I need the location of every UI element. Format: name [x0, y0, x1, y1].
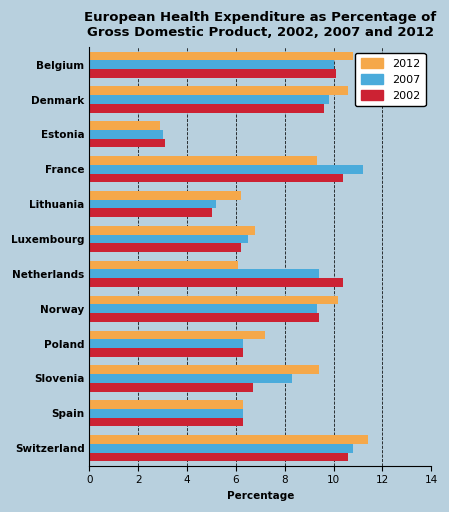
- Bar: [89, 269, 319, 278]
- Title: European Health Expenditure as Percentage of
Gross Domestic Product, 2002, 2007 : European Health Expenditure as Percentag…: [84, 11, 436, 39]
- Bar: [89, 104, 324, 113]
- Bar: [89, 174, 343, 182]
- Bar: [89, 87, 348, 95]
- Bar: [89, 60, 334, 69]
- Bar: [89, 226, 255, 234]
- Bar: [89, 261, 238, 269]
- Bar: [89, 191, 241, 200]
- Bar: [89, 278, 343, 287]
- Bar: [89, 52, 353, 60]
- X-axis label: Percentage: Percentage: [227, 491, 294, 501]
- Bar: [89, 313, 319, 322]
- Bar: [89, 130, 163, 139]
- Bar: [89, 348, 243, 357]
- Bar: [89, 383, 253, 392]
- Bar: [89, 366, 319, 374]
- Bar: [89, 121, 160, 130]
- Bar: [89, 444, 353, 453]
- Legend: 2012, 2007, 2002: 2012, 2007, 2002: [355, 53, 426, 106]
- Bar: [89, 95, 329, 104]
- Bar: [89, 400, 243, 409]
- Bar: [89, 304, 317, 313]
- Bar: [89, 208, 211, 217]
- Bar: [89, 234, 248, 243]
- Bar: [89, 69, 336, 78]
- Bar: [89, 409, 243, 418]
- Bar: [89, 295, 339, 304]
- Bar: [89, 200, 216, 208]
- Bar: [89, 339, 243, 348]
- Bar: [89, 374, 292, 383]
- Bar: [89, 331, 265, 339]
- Bar: [89, 453, 348, 461]
- Bar: [89, 243, 241, 252]
- Bar: [89, 418, 243, 426]
- Bar: [89, 139, 165, 147]
- Bar: [89, 165, 363, 174]
- Bar: [89, 156, 317, 165]
- Bar: [89, 435, 368, 444]
